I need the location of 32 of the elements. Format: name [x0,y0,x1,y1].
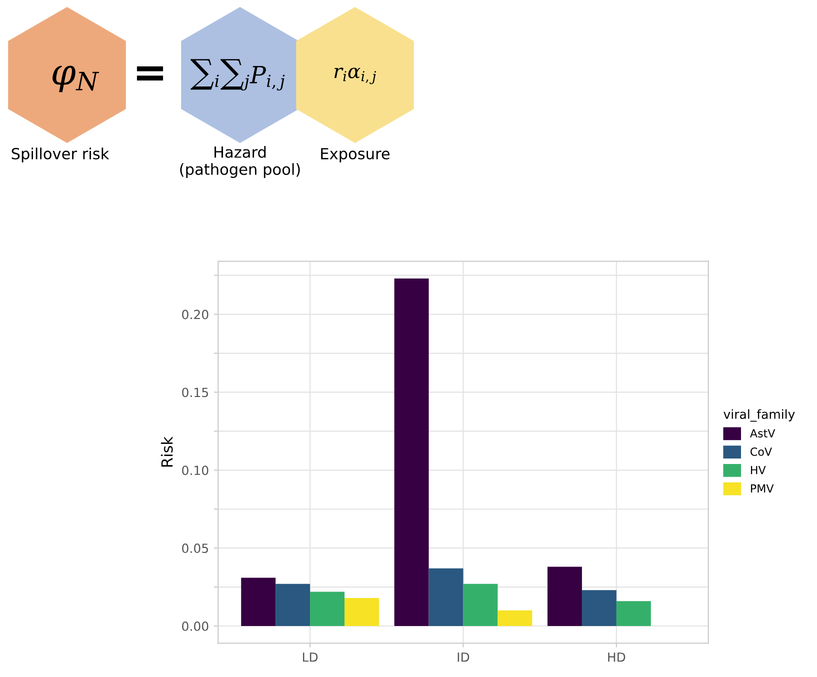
text: Exposure [321,148,390,162]
y-tick-label: 0.00 [182,621,208,631]
bar [463,584,498,626]
text: Spillover risk [12,148,110,162]
bar [547,566,582,626]
bar [276,584,310,626]
text: ∑$_{i}$∑$_{j}$P$_{i,j}$ [190,59,285,91]
bar [616,601,651,626]
legend-label: PMV [751,484,774,493]
bar [498,610,532,626]
bar [241,578,276,626]
y-axis-title: Risk [160,436,173,467]
text: Hazard (pathogen pool) [180,146,300,178]
legend-label: HV [751,466,766,474]
y-tick-label: 0.20 [182,310,208,320]
text: = [136,66,164,80]
bar [428,568,464,626]
bar [344,598,379,626]
x-tick-label: ID [458,652,470,662]
x-tick-label: LD [302,652,318,662]
legend-title: viral_family [724,409,795,422]
bar [394,278,429,626]
x-tick-label: HD [608,652,626,662]
y-tick-label: 0.15 [182,388,208,398]
y-tick-label: 0.05 [182,544,208,554]
bar [582,590,616,626]
y-tick-label: 0.10 [182,466,208,476]
text: φ$_{N}$ [52,66,100,92]
bar [310,592,345,626]
text: r$_{i}$α$_{i,j}$ [334,68,376,84]
legend-label: AstV [750,429,776,438]
legend-label: CoV [750,447,772,456]
